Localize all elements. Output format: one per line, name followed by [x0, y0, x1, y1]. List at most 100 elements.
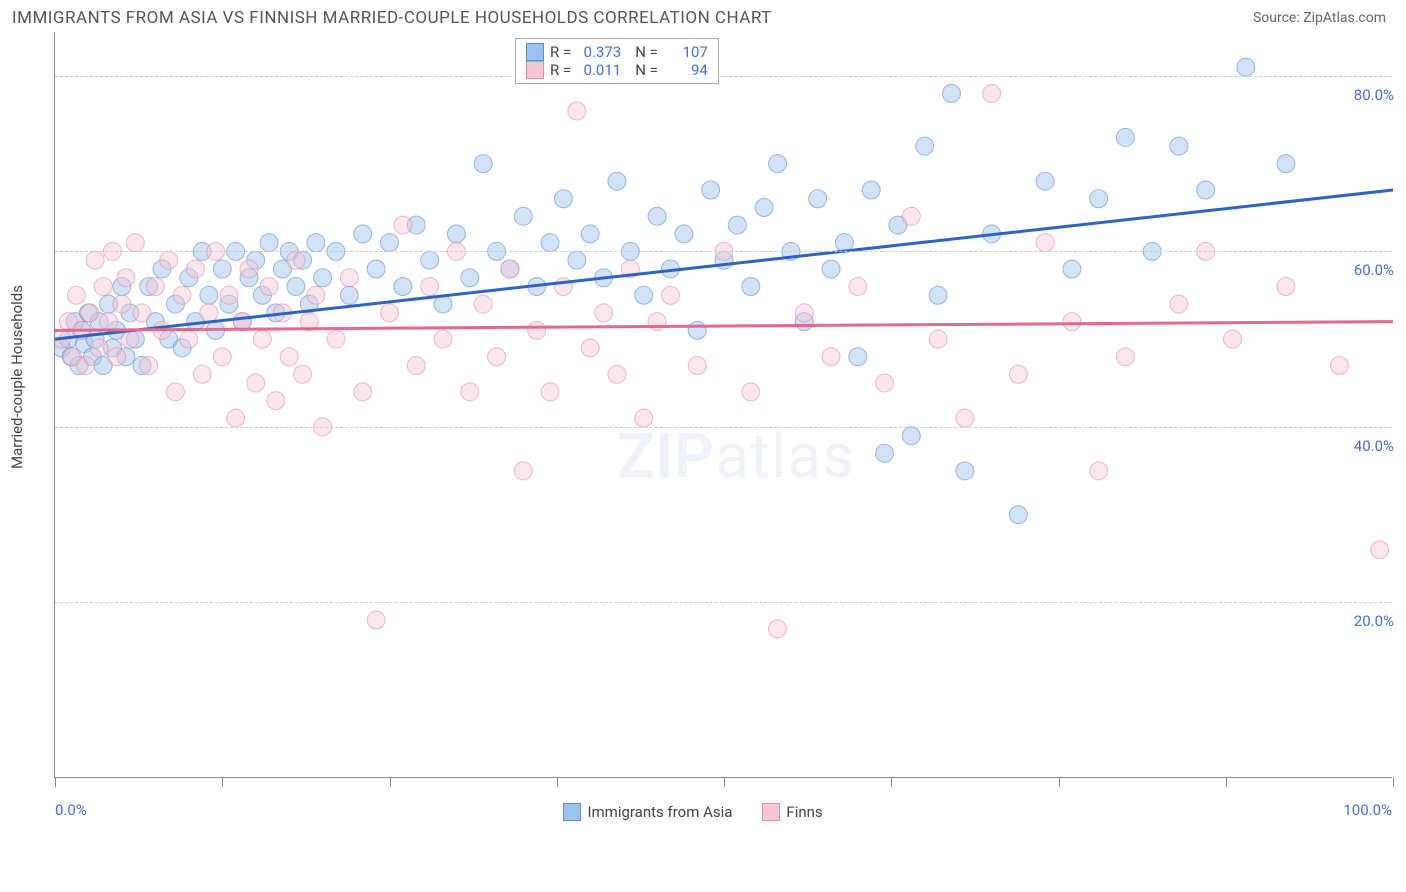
scatter-point — [461, 383, 479, 401]
scatter-point — [1116, 348, 1134, 366]
stat-n-value: 107 — [664, 43, 708, 61]
scatter-point — [581, 339, 599, 357]
scatter-point — [260, 278, 278, 296]
stats-row: R =0.373N =107 — [526, 43, 708, 61]
scatter-point — [327, 330, 345, 348]
scatter-point — [595, 304, 613, 322]
scatter-point — [253, 286, 271, 304]
source-attribution: Source: ZipAtlas.com — [1253, 10, 1386, 26]
scatter-point — [1277, 155, 1295, 173]
scatter-point — [354, 225, 372, 243]
scatter-point — [367, 611, 385, 629]
scatter-point — [140, 357, 158, 375]
scatter-point — [186, 313, 204, 331]
legend-swatch — [762, 803, 780, 821]
scatter-point — [702, 181, 720, 199]
scatter-point — [1036, 234, 1054, 252]
scatter-point — [661, 286, 679, 304]
scatter-point — [220, 295, 238, 313]
scatter-point — [488, 348, 506, 366]
scatter-point — [929, 286, 947, 304]
legend-swatch — [526, 43, 544, 61]
scatter-point — [942, 84, 960, 102]
trend-line — [55, 190, 1393, 339]
scatter-point — [126, 234, 144, 252]
scatter-point — [1223, 330, 1241, 348]
legend-label: Finns — [786, 803, 822, 821]
scatter-point — [394, 216, 412, 234]
x-tick — [55, 777, 56, 787]
scatter-point — [200, 304, 218, 322]
scatter-point — [233, 313, 251, 331]
scatter-point — [267, 392, 285, 410]
scatter-point — [956, 462, 974, 480]
scatter-point — [133, 357, 151, 375]
scatter-point — [173, 339, 191, 357]
scatter-point — [166, 383, 184, 401]
scatter-point — [273, 260, 291, 278]
scatter-point — [742, 383, 760, 401]
scatter-point — [715, 251, 733, 269]
scatter-point — [55, 339, 71, 357]
stat-r-key: R = — [550, 61, 571, 79]
stat-r-key: R = — [550, 43, 571, 61]
scatter-point — [447, 225, 465, 243]
scatter-point — [160, 330, 178, 348]
scatter-point — [1237, 58, 1255, 76]
scatter-point — [86, 251, 104, 269]
scatter-point — [1009, 506, 1027, 524]
chart-title: IMMIGRANTS FROM ASIA VS FINNISH MARRIED-… — [12, 8, 772, 28]
scatter-point — [528, 321, 546, 339]
scatter-point — [648, 313, 666, 331]
scatter-point — [983, 225, 1001, 243]
scatter-point — [581, 225, 599, 243]
y-axis-label: Married-couple Households — [8, 285, 26, 469]
x-tick — [1059, 777, 1060, 787]
scatter-point — [1170, 137, 1188, 155]
scatter-point — [541, 383, 559, 401]
scatter-point — [661, 260, 679, 278]
scatter-point — [568, 102, 586, 120]
scatter-point — [983, 84, 1001, 102]
scatter-point — [300, 313, 318, 331]
scatter-point — [648, 207, 666, 225]
scatter-point — [902, 427, 920, 445]
scatter-point — [769, 155, 787, 173]
trend-lines-layer — [55, 32, 1393, 778]
scatter-point — [514, 462, 532, 480]
scatter-point — [140, 278, 158, 296]
scatter-point — [70, 357, 88, 375]
scatter-point — [822, 260, 840, 278]
scatter-point — [200, 286, 218, 304]
scatter-point — [166, 295, 184, 313]
scatter-point — [795, 313, 813, 331]
scatter-point — [73, 321, 91, 339]
scatter-point — [876, 374, 894, 392]
header: IMMIGRANTS FROM ASIA VS FINNISH MARRIED-… — [0, 0, 1406, 32]
scatter-point — [117, 348, 135, 366]
scatter-point — [146, 313, 164, 331]
scatter-point — [81, 304, 99, 322]
scatter-point — [220, 286, 238, 304]
stat-n-value: 94 — [664, 61, 708, 79]
scatter-point — [434, 295, 452, 313]
scatter-point — [75, 335, 93, 353]
scatter-point — [100, 295, 118, 313]
y-tick-label: 60.0% — [1354, 261, 1394, 279]
x-min-label: 0.0% — [55, 801, 87, 819]
scatter-point — [608, 365, 626, 383]
scatter-point — [121, 330, 139, 348]
scatter-point — [247, 374, 265, 392]
stats-legend-box: R =0.373N =107R =0.011N =94 — [515, 38, 719, 84]
stat-r-value: 0.011 — [577, 61, 621, 79]
scatter-point — [501, 260, 519, 278]
scatter-point — [688, 321, 706, 339]
scatter-point — [608, 172, 626, 190]
x-tick — [222, 777, 223, 787]
scatter-point — [421, 251, 439, 269]
scatter-point — [83, 348, 101, 366]
y-tick-label: 80.0% — [1354, 86, 1394, 104]
scatter-point — [193, 365, 211, 383]
scatter-point — [104, 339, 122, 357]
scatter-point — [314, 269, 332, 287]
